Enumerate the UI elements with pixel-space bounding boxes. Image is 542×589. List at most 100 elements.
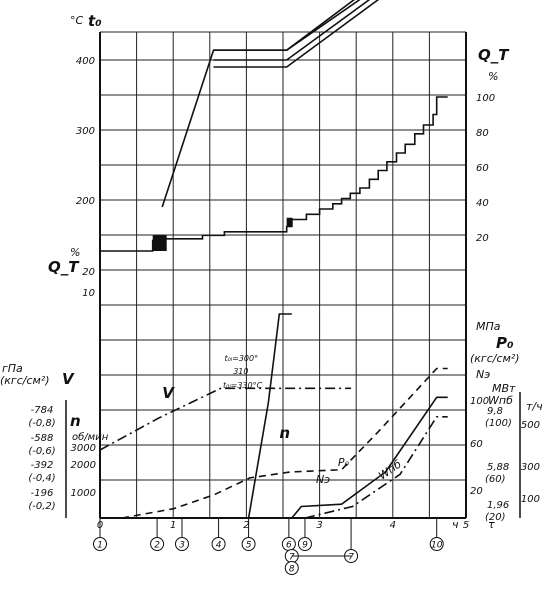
event-label: 3 bbox=[179, 541, 185, 551]
lower-curve bbox=[304, 415, 448, 519]
p0-symbol: P₀ bbox=[496, 334, 514, 352]
temperature-tick: 300 bbox=[76, 126, 95, 137]
heat-load-tick-right: 40 bbox=[476, 198, 489, 209]
event-label: 9 bbox=[302, 541, 308, 551]
time-tick: 1 bbox=[170, 520, 176, 531]
temperature-curve bbox=[161, 0, 361, 208]
heat-load-tick-right: 80 bbox=[476, 128, 489, 139]
vacuum-tick: -196 bbox=[31, 488, 54, 499]
event-marker bbox=[93, 537, 107, 551]
ne-series-label: Nэ bbox=[316, 473, 330, 486]
time-tick: 3 bbox=[316, 520, 322, 531]
time-unit: ч bbox=[452, 518, 459, 531]
grid bbox=[99, 31, 467, 519]
heat-load-marker bbox=[286, 217, 293, 227]
temperature-annotation: t₀ₗ=330°С bbox=[223, 381, 263, 390]
heat-load-symbol-left: Q_T bbox=[48, 258, 80, 276]
ne-tick: 100 bbox=[470, 396, 489, 407]
heat-load-tick-right: 100 bbox=[476, 93, 495, 104]
speed-tick: 1000 bbox=[71, 488, 96, 499]
vacuum-symbol: V bbox=[62, 370, 75, 388]
w-tick-alt: (20) bbox=[485, 512, 506, 523]
w-series-label: Wпб bbox=[376, 457, 404, 482]
temperature-curve bbox=[213, 0, 380, 68]
vacuum-tick: -588 bbox=[31, 433, 54, 444]
lower-curve bbox=[291, 396, 448, 519]
heat-load-curve bbox=[100, 96, 448, 252]
event-label: 7 bbox=[348, 553, 354, 563]
event-marker bbox=[284, 561, 299, 575]
speed-unit: об/мин bbox=[72, 431, 109, 443]
w-tick: 1,96 bbox=[487, 500, 509, 511]
event-marker bbox=[150, 537, 165, 551]
heat-load-tick-right: 20 bbox=[476, 233, 489, 244]
heat-load-tick-right: 60 bbox=[476, 163, 489, 174]
p0-series-label: P₀ bbox=[338, 456, 350, 469]
speed-tick: 3000 bbox=[71, 443, 96, 454]
event-marker bbox=[241, 537, 256, 551]
lower-curve bbox=[121, 367, 448, 519]
w-tick: 9,8 bbox=[487, 406, 503, 417]
event-label: 10 bbox=[431, 541, 443, 551]
time-tick: 2 bbox=[243, 520, 249, 531]
power-unit: МВт bbox=[492, 382, 516, 395]
heat-load-symbol-right: Q_T bbox=[478, 46, 510, 64]
flow-unit: т/ч bbox=[526, 400, 542, 413]
axes bbox=[99, 32, 467, 519]
temperature-curve bbox=[213, 0, 371, 61]
heat-load-tick-left: 20 bbox=[82, 267, 95, 278]
vacuum-series-label: V bbox=[162, 384, 175, 402]
event-marker bbox=[174, 537, 189, 551]
time-tick: 4 bbox=[390, 520, 396, 531]
event-marker bbox=[211, 537, 226, 551]
w-tick-alt: (100) bbox=[485, 418, 512, 429]
event-label: 5 bbox=[246, 541, 252, 551]
temperature-annotation: t₀ₗ=300° bbox=[224, 354, 258, 363]
flow-tick: 500 bbox=[521, 420, 540, 431]
vacuum-tick-alt: (-0,6) bbox=[28, 446, 55, 457]
ne-axis-tick: Nэ bbox=[476, 368, 490, 381]
event-label: 8 bbox=[289, 565, 295, 575]
vacuum-tick-alt: (-0,2) bbox=[28, 501, 55, 512]
time-tick: 5 bbox=[463, 520, 469, 531]
ne-tick: 20 bbox=[470, 486, 483, 497]
lower-curve bbox=[247, 313, 292, 519]
pressure-unit-alt: (кгс/см²) bbox=[470, 352, 520, 365]
event-marker bbox=[429, 537, 444, 551]
event-label: 4 bbox=[216, 541, 222, 551]
speed-symbol: n bbox=[70, 412, 81, 430]
temperature-unit: °C bbox=[70, 14, 84, 27]
flow-tick: 100 bbox=[521, 494, 540, 505]
temperature-tick: 200 bbox=[76, 196, 95, 207]
time-unit-tau: τ bbox=[488, 518, 495, 531]
event-label: 6 bbox=[286, 541, 292, 551]
speed-tick: 2000 bbox=[71, 460, 96, 471]
w-tick: 5,88 bbox=[487, 462, 509, 473]
event-marker bbox=[297, 537, 312, 551]
temperature-tick: 400 bbox=[76, 56, 95, 67]
vacuum-tick: -392 bbox=[31, 460, 54, 471]
heat-load-unit-right: % bbox=[488, 70, 498, 83]
vacuum-tick-alt: (-0,4) bbox=[28, 473, 55, 484]
lower-curve bbox=[99, 387, 352, 451]
temperature-annotation: 310 bbox=[233, 367, 248, 376]
heat-load-tick-left: 10 bbox=[82, 288, 95, 299]
heat-load-marker bbox=[152, 235, 167, 251]
w-tick-alt: (60) bbox=[485, 474, 506, 485]
pressure-unit: МПа bbox=[476, 320, 501, 333]
flow-tick: 300 bbox=[521, 462, 540, 473]
temperature-curve bbox=[213, 0, 356, 52]
vacuum-tick: -784 bbox=[31, 405, 54, 416]
event-label: 7 bbox=[289, 553, 295, 563]
event-label: 1 bbox=[97, 541, 103, 551]
temperature-symbol: t₀ bbox=[88, 12, 102, 30]
heat-load-unit-left: % bbox=[70, 246, 80, 259]
ne-tick: 60 bbox=[470, 439, 483, 450]
speed-series-label: n bbox=[279, 424, 290, 442]
event-label: 2 bbox=[154, 541, 160, 551]
